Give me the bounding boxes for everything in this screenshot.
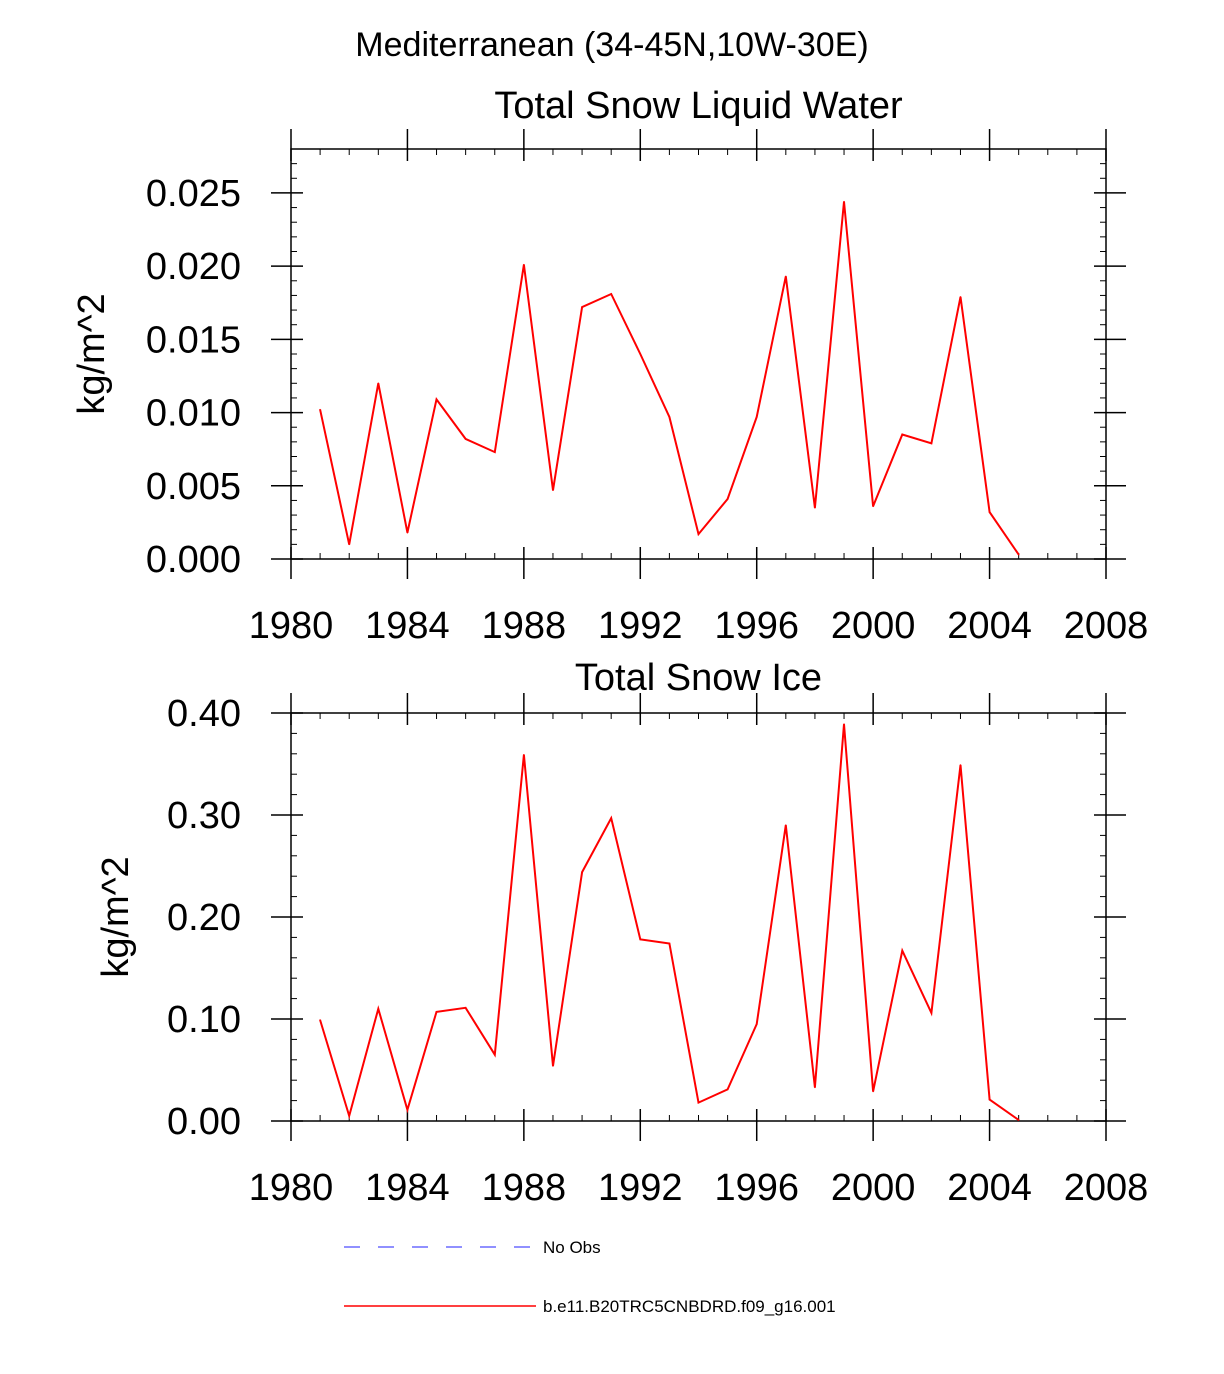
- y-tick-label: 0.015: [146, 319, 241, 361]
- data-point: [639, 938, 642, 941]
- data-point: [319, 1019, 321, 1021]
- y-tick-label: 0.10: [167, 999, 241, 1041]
- data-point: [959, 764, 962, 766]
- legend-label-no-obs: No Obs: [543, 1238, 601, 1257]
- x-tick-label: 1984: [365, 605, 450, 647]
- plot-frame: [290, 712, 1107, 1122]
- x-tick-label: 2008: [1064, 1167, 1149, 1209]
- data-point: [785, 275, 787, 278]
- data-point: [872, 1090, 874, 1093]
- data-point: [552, 1065, 554, 1067]
- chart-title: Total Snow Ice: [575, 657, 822, 699]
- y-axis-label: kg/m^2: [95, 856, 137, 977]
- data-point: [523, 754, 525, 756]
- data-point: [610, 817, 612, 819]
- data-point: [552, 489, 554, 491]
- data-point: [406, 1108, 409, 1111]
- data-point: [406, 531, 409, 534]
- data-point: [785, 824, 787, 826]
- y-axis-label: kg/m^2: [71, 293, 113, 414]
- data-point: [464, 438, 467, 440]
- series-line: [319, 724, 1020, 1121]
- plot-frame: [290, 148, 1107, 560]
- chart-title: Total Snow Liquid Water: [494, 85, 903, 127]
- y-tick-label: 0.40: [167, 693, 241, 735]
- panel-snow-ice: Total Snow Ice kg/m^2 1980 1984 1988 1992 1996…: [95, 657, 1148, 1209]
- data-point: [493, 451, 496, 453]
- x-tick-label: 2000: [831, 605, 916, 647]
- data-point: [639, 353, 642, 355]
- x-tick-label: 2004: [947, 1167, 1032, 1209]
- data-point: [523, 263, 525, 266]
- x-tick-label: 1992: [598, 1167, 683, 1209]
- y-tick-label: 0.000: [146, 539, 241, 581]
- data-point: [843, 723, 845, 726]
- data-point: [755, 1023, 758, 1025]
- x-tick-label: 1980: [249, 1167, 334, 1209]
- y-tick-label: 0.30: [167, 795, 241, 837]
- data-point: [581, 871, 583, 873]
- y-tick-label: 0.20: [167, 897, 241, 939]
- data-point: [1017, 1119, 1020, 1121]
- data-point: [872, 505, 874, 508]
- data-point: [581, 306, 583, 308]
- x-tick-label: 1992: [598, 605, 683, 647]
- x-tick-label: 1996: [714, 1167, 799, 1209]
- data-point: [726, 1088, 729, 1091]
- panel-snow-liquid-water: Total Snow Liquid Water kg/m^2 1980 1984 198…: [71, 85, 1148, 647]
- data-point: [988, 511, 991, 513]
- region-title: Mediterranean (34-45N,10W-30E): [355, 26, 868, 64]
- y-tick-label: 0.025: [146, 173, 241, 215]
- x-tick-label: 1996: [714, 605, 799, 647]
- x-tick-label: 1988: [482, 1167, 567, 1209]
- legend: No Obs b.e11.B20TRC5CNBDRD.f09_g16.001: [344, 1238, 836, 1316]
- legend-label-model: b.e11.B20TRC5CNBDRD.f09_g16.001: [543, 1297, 836, 1316]
- data-point: [319, 408, 321, 411]
- x-tick-label: 2000: [831, 1167, 916, 1209]
- data-point: [814, 1086, 816, 1089]
- data-point: [843, 200, 845, 203]
- data-point: [697, 1101, 700, 1104]
- data-point: [930, 442, 933, 445]
- data-point: [377, 382, 380, 385]
- data-point: [726, 498, 729, 500]
- y-tick-label: 0.010: [146, 393, 241, 435]
- data-point: [1017, 553, 1020, 556]
- data-point: [988, 1098, 991, 1101]
- data-point: [435, 398, 438, 401]
- data-point: [493, 1053, 496, 1056]
- data-point: [901, 949, 904, 952]
- data-point: [814, 506, 816, 509]
- data-point: [668, 942, 671, 945]
- data-point: [464, 1006, 467, 1009]
- data-point: [697, 533, 700, 535]
- data-point: [348, 1115, 351, 1117]
- y-tick-label: 0.020: [146, 246, 241, 288]
- data-point: [435, 1011, 438, 1013]
- y-tick-label: 0.00: [167, 1101, 241, 1143]
- data-point: [959, 296, 962, 298]
- x-tick-label: 2004: [947, 605, 1032, 647]
- series-line: [319, 201, 1020, 556]
- data-point: [755, 416, 758, 418]
- data-point: [610, 293, 612, 295]
- data-point: [348, 543, 351, 546]
- x-tick-label: 1984: [365, 1167, 450, 1209]
- data-point: [377, 1008, 380, 1010]
- data-point: [668, 416, 671, 418]
- x-tick-label: 2008: [1064, 605, 1149, 647]
- data-point: [930, 1012, 933, 1014]
- data-point: [901, 433, 904, 436]
- y-tick-label: 0.005: [146, 466, 241, 508]
- x-tick-label: 1988: [482, 605, 567, 647]
- x-tick-label: 1980: [249, 605, 334, 647]
